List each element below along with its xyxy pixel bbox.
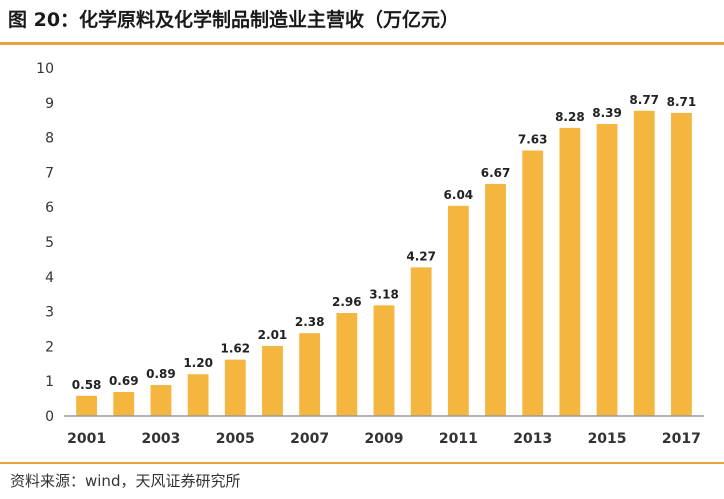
bar-2004 [187,374,209,416]
data-label-2015: 8.39 [592,106,622,120]
y-tick-label: 0 [45,409,54,425]
data-label-2017: 8.71 [667,95,697,109]
data-label-2016: 8.77 [629,93,659,107]
data-label-2001: 0.58 [72,378,102,392]
data-label-2002: 0.69 [109,374,139,388]
x-tick-label: 2013 [513,431,552,447]
x-tick-label: 2001 [67,431,106,447]
y-tick-label: 7 [45,165,54,181]
data-label-2014: 8.28 [555,110,585,124]
data-label-2003: 0.89 [146,367,176,381]
x-tick-label: 2011 [439,431,478,447]
bar-2001 [76,395,97,416]
bar-2005 [224,359,246,416]
bars: 0.58 0.69 0.89 1.20 1.62 2.01 2.38 2.96 3.18 4.27… [72,93,697,417]
bar-2016 [633,110,655,417]
bar-2011 [447,205,469,416]
y-tick-label: 8 [45,131,54,147]
x-tick-label: 2005 [216,431,255,447]
bar-2003 [150,385,172,416]
x-tick-label: 2015 [588,431,627,447]
bar-2002 [113,391,135,416]
x-tick-label: 2009 [365,431,404,447]
bar-2015 [596,124,618,416]
source-divider [0,462,724,464]
bar-2007 [299,333,321,416]
y-tick-label: 3 [45,305,54,321]
data-label-2004: 1.20 [183,356,213,370]
x-axis: 2001 2003 2005 2007 2009 2011 2013 2015 2017 [64,415,704,447]
x-tick-label: 2003 [141,431,180,447]
data-label-2008: 2.96 [332,295,362,309]
source-note: 资料来源：wind，天风证券研究所 [10,472,241,490]
bar-2012 [485,183,506,416]
y-tick-label: 5 [45,235,54,251]
data-label-2006: 2.01 [258,328,288,342]
data-label-2009: 3.18 [369,287,399,301]
bar-2009 [373,305,395,416]
bar-2008 [336,312,358,416]
bar-2014 [559,127,581,417]
data-label-2012: 6.67 [481,166,511,180]
data-label-2013: 7.63 [518,132,548,146]
y-axis: 0 1 2 3 4 5 6 7 8 9 10 [36,61,54,425]
data-label-2005: 1.62 [220,342,250,356]
bar-2013 [522,150,544,417]
title-divider [0,42,724,45]
y-tick-label: 1 [45,374,54,390]
data-label-2010: 4.27 [406,249,436,263]
data-label-2007: 2.38 [295,315,325,329]
chart-title: 图 20：化学原料及化学制品制造业主营收（万亿元） [8,9,460,31]
bar-2010 [410,267,432,416]
bar-2017 [671,112,692,416]
bar-2006 [262,346,283,416]
y-tick-label: 4 [45,270,54,286]
y-tick-label: 10 [36,61,54,77]
y-tick-label: 9 [45,96,54,112]
y-tick-label: 2 [45,339,54,355]
x-tick-label: 2017 [662,431,701,447]
data-label-2011: 6.04 [444,188,474,202]
x-tick-label: 2007 [290,431,329,447]
y-tick-label: 6 [45,200,54,216]
